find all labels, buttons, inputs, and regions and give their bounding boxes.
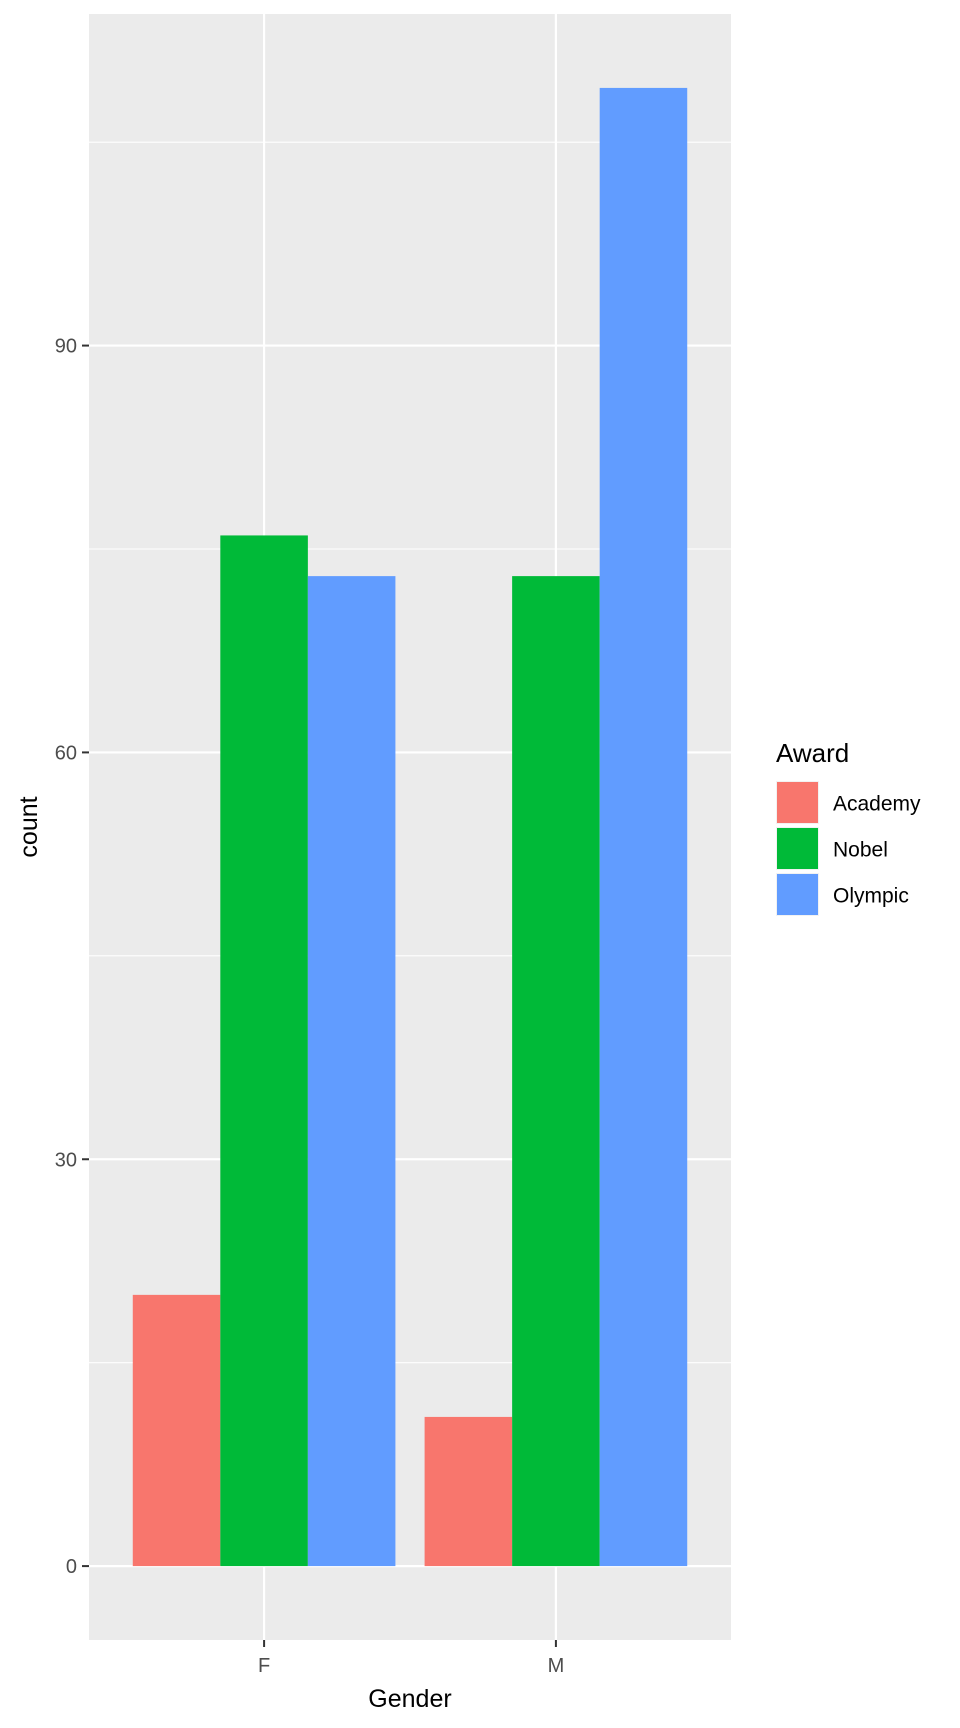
bar-olympic-m — [599, 87, 688, 1567]
y-tick-label: 30 — [55, 1149, 77, 1171]
bars — [132, 87, 688, 1567]
legend-title: Award — [776, 738, 849, 768]
legend-label-academy: Academy — [833, 793, 921, 816]
x-tick-label: M — [548, 1655, 565, 1677]
y-tick-label: 60 — [55, 742, 77, 764]
y-axis: 0 30 60 90 — [55, 336, 89, 1578]
y-tick-label: 90 — [55, 336, 77, 358]
legend-key-academy — [777, 782, 818, 823]
y-tick-label: 0 — [66, 1556, 77, 1578]
legend: Award Academy Nobel Olympic — [776, 738, 921, 916]
legend-label-nobel: Nobel — [833, 839, 888, 862]
x-axis-title: Gender — [368, 1685, 451, 1713]
legend-label-olympic: Olympic — [833, 885, 909, 908]
legend-key-olympic — [777, 874, 818, 915]
bar-academy-f — [132, 1294, 221, 1567]
y-axis-title: count — [15, 796, 43, 857]
bar-nobel-m — [512, 576, 600, 1567]
x-tick-label: F — [258, 1655, 270, 1677]
bar-olympic-f — [307, 576, 396, 1567]
bar-academy-m — [424, 1416, 513, 1567]
legend-key-nobel — [777, 828, 818, 869]
bar-nobel-f — [220, 535, 308, 1567]
